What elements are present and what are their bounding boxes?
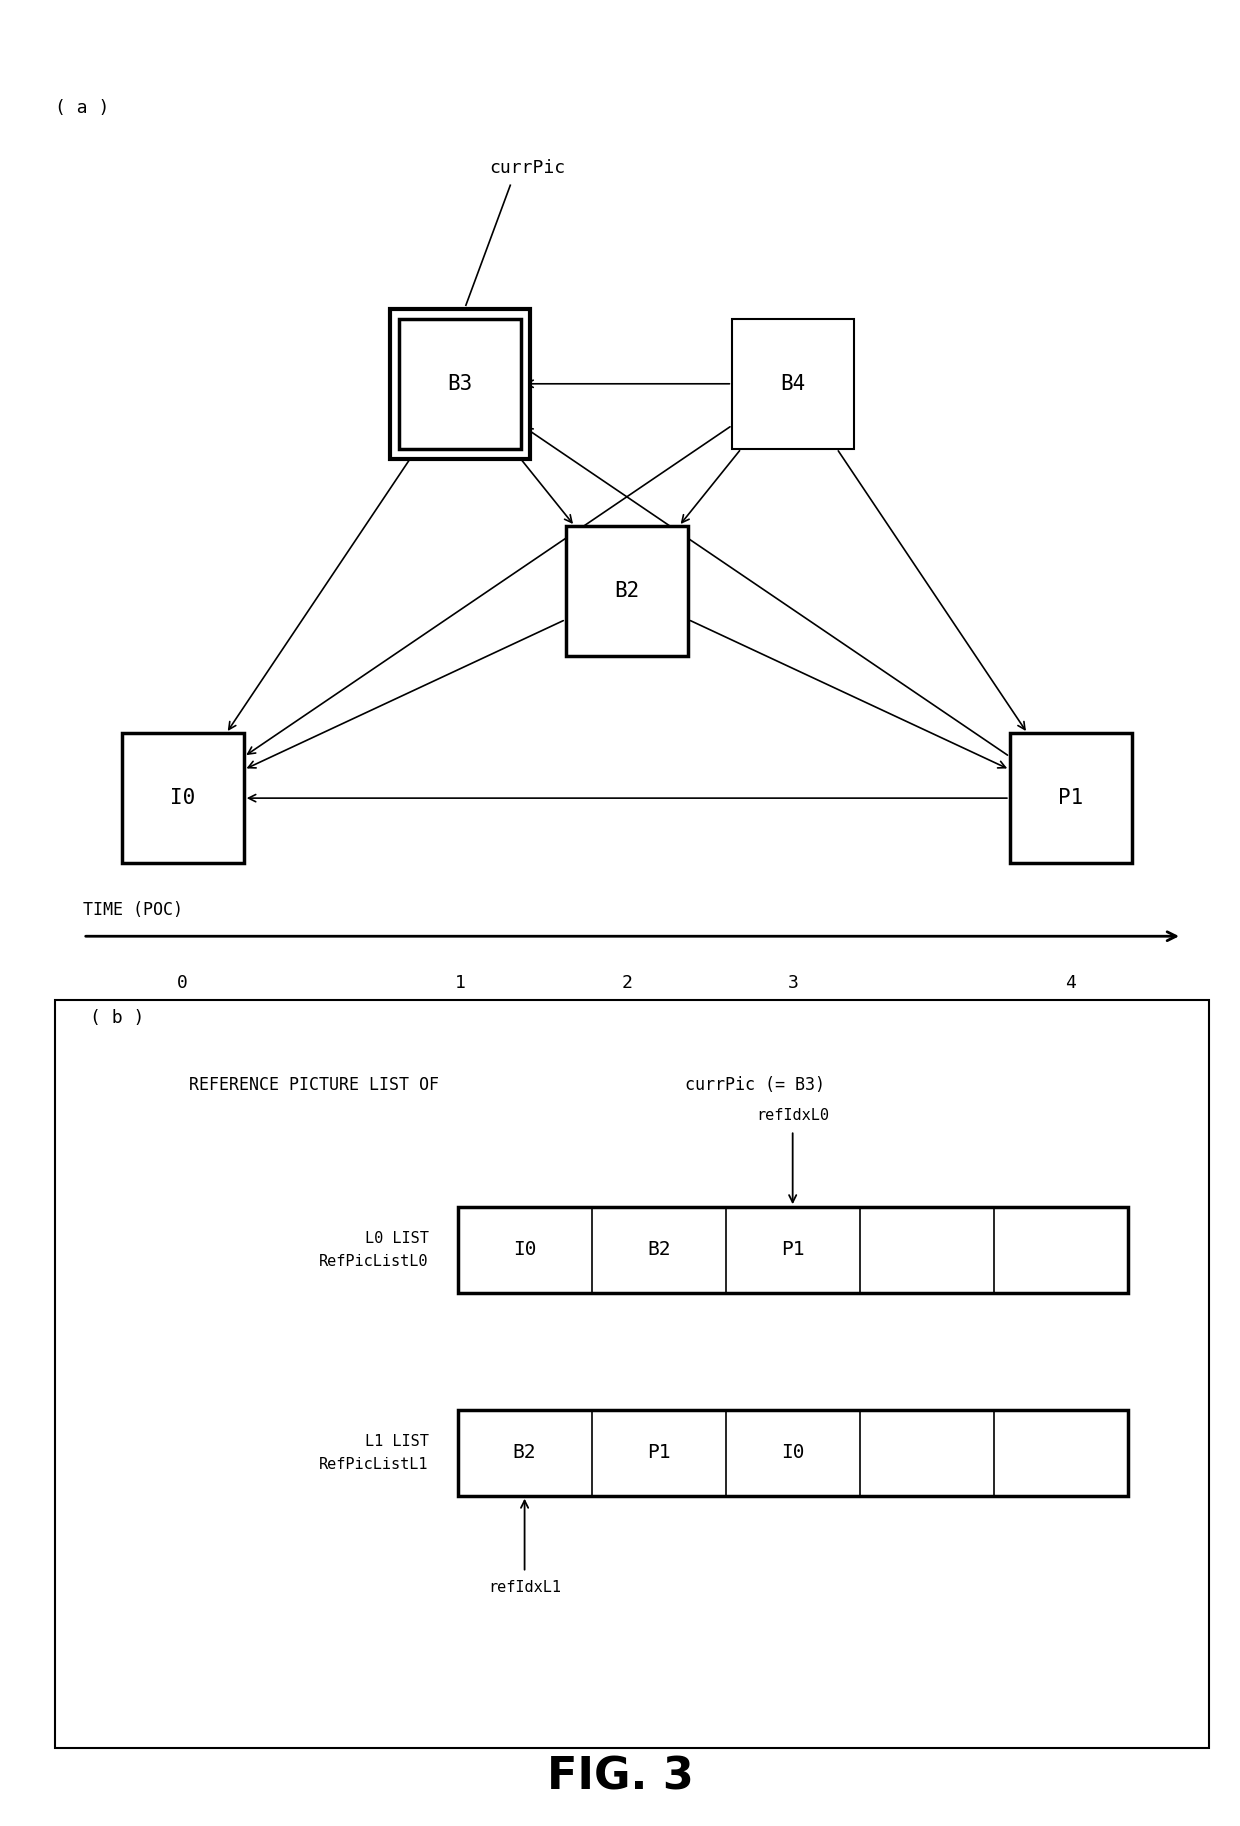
- Text: ( b ): ( b ): [91, 1008, 145, 1026]
- Text: refIdxL0: refIdxL0: [756, 1108, 830, 1123]
- Text: 1: 1: [455, 975, 466, 992]
- Text: I0: I0: [513, 1240, 537, 1260]
- Text: I0: I0: [781, 1444, 805, 1463]
- Text: I0: I0: [170, 789, 196, 809]
- Text: REFERENCE PICTURE LIST OF: REFERENCE PICTURE LIST OF: [190, 1076, 449, 1094]
- Text: 0: 0: [177, 975, 188, 992]
- Text: currPic: currPic: [489, 159, 565, 177]
- Text: B4: B4: [781, 374, 806, 394]
- FancyBboxPatch shape: [733, 320, 854, 449]
- FancyBboxPatch shape: [1009, 734, 1132, 864]
- Bar: [458, 1410, 1128, 1495]
- FancyBboxPatch shape: [565, 526, 688, 656]
- Bar: [458, 1207, 1128, 1293]
- Text: L0 LIST
RefPicListL0: L0 LIST RefPicListL0: [319, 1231, 429, 1269]
- Text: P1: P1: [1058, 789, 1084, 809]
- Text: B3: B3: [448, 374, 472, 394]
- Text: B2: B2: [647, 1240, 671, 1260]
- Text: 2: 2: [621, 975, 632, 992]
- Text: ( a ): ( a ): [55, 99, 109, 117]
- Text: L1 LIST
RefPicListL1: L1 LIST RefPicListL1: [319, 1435, 429, 1472]
- FancyBboxPatch shape: [391, 309, 531, 458]
- Text: P1: P1: [647, 1444, 671, 1463]
- FancyBboxPatch shape: [122, 734, 244, 864]
- Text: B2: B2: [614, 581, 640, 601]
- Text: 3: 3: [787, 975, 799, 992]
- Text: P1: P1: [781, 1240, 805, 1260]
- Text: currPic (= B3): currPic (= B3): [684, 1076, 825, 1094]
- Text: B2: B2: [513, 1444, 537, 1463]
- Text: 4: 4: [1065, 975, 1076, 992]
- FancyBboxPatch shape: [399, 320, 521, 449]
- Text: FIG. 3: FIG. 3: [547, 1755, 693, 1799]
- Text: refIdxL1: refIdxL1: [489, 1579, 560, 1594]
- Text: TIME (POC): TIME (POC): [83, 900, 184, 918]
